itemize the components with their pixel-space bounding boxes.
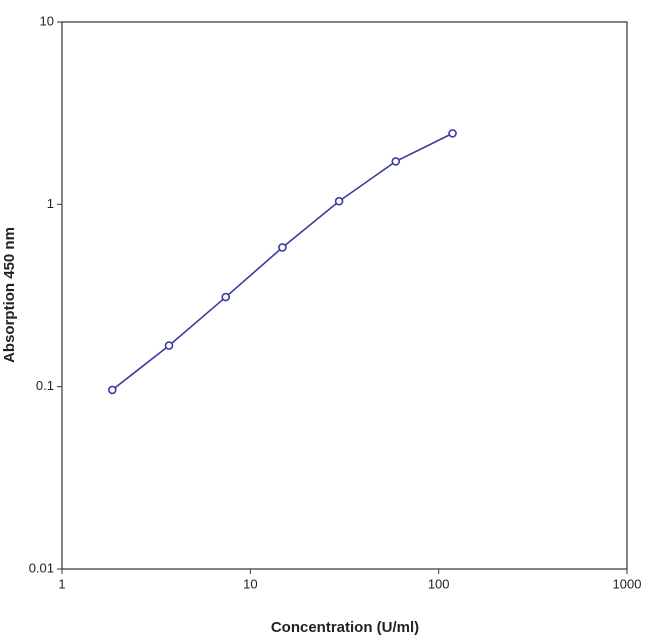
data-point xyxy=(278,243,287,252)
x-tick-label: 100 xyxy=(428,576,450,591)
data-point xyxy=(221,292,231,302)
data-point xyxy=(391,157,401,166)
y-tick-label: 1 xyxy=(47,196,54,211)
x-tick-label: 10 xyxy=(243,576,257,591)
x-tick-label: 1 xyxy=(58,576,65,591)
y-tick-label: 0.01 xyxy=(29,560,54,575)
plot-frame xyxy=(61,21,628,570)
data-point xyxy=(164,341,174,350)
x-tick-label: 1000 xyxy=(613,576,642,591)
data-point xyxy=(108,385,117,395)
data-line xyxy=(111,132,453,391)
x-axis-label: Concentration (U/ml) xyxy=(271,619,419,636)
y-tick-label: 10 xyxy=(40,13,54,28)
y-axis-label: Absorption 450 nm xyxy=(1,227,18,363)
data-point xyxy=(334,196,344,206)
y-tick-label: 0.1 xyxy=(36,378,54,393)
data-point xyxy=(448,129,457,138)
